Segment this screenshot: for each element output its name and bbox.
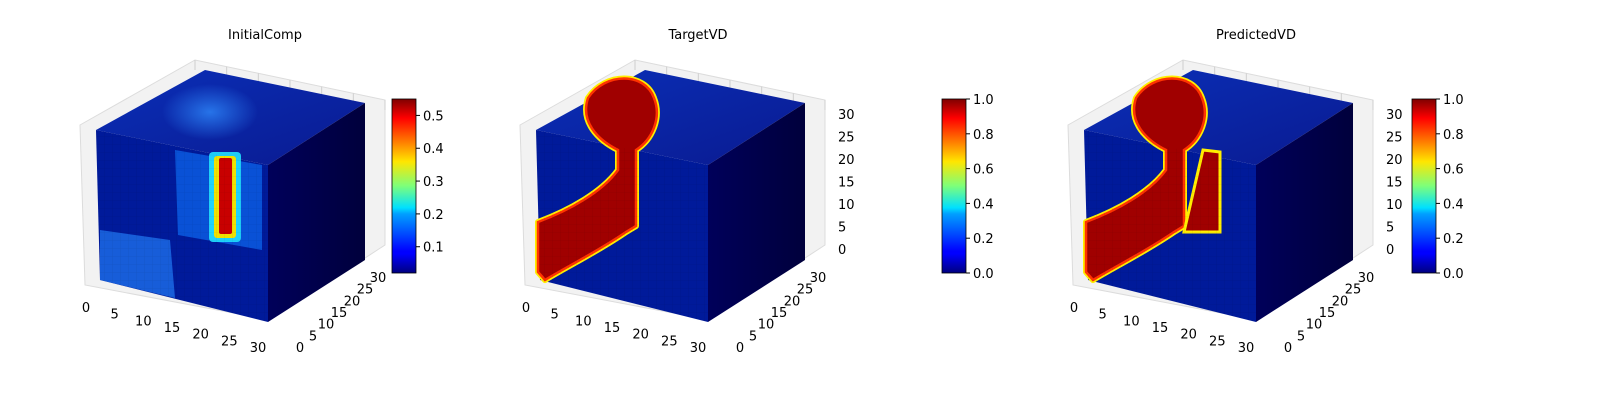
colorbar-tick-label: 0.5 (423, 109, 444, 124)
cube-side-face (268, 103, 365, 322)
x-tick-label: 0 (522, 301, 530, 316)
colorbar (941, 98, 967, 274)
x-tick-label: 25 (221, 334, 238, 349)
voxel-grid (96, 130, 268, 322)
colorbar-tick-label: 0.1 (423, 241, 444, 256)
colorbar-tick-label: 0.2 (973, 232, 994, 247)
x-tick-label: 0 (82, 301, 90, 316)
x-tick-label: 5 (551, 308, 559, 323)
y-tick-label: 30 (810, 271, 827, 286)
colorbar-tick-label: 0.8 (973, 128, 994, 143)
z-tick-label: 10 (1386, 198, 1403, 213)
y-tick-label: 15 (331, 306, 348, 321)
colorbar (391, 98, 417, 274)
chart-title: PredictedVD (1216, 28, 1296, 43)
z-tick-label: 5 (1386, 221, 1394, 236)
y-tick-label: 5 (309, 329, 317, 344)
chart-title: InitialComp (228, 28, 302, 43)
y-tick-label: 25 (357, 283, 374, 298)
x-tick-label: 25 (661, 334, 678, 349)
z-tick-label: 30 (838, 108, 855, 123)
y-tick-label: 15 (1319, 306, 1336, 321)
z-tick-label: 10 (838, 198, 855, 213)
z-tick-label: 5 (838, 221, 846, 236)
z-tick-label: 30 (1386, 108, 1403, 123)
x-tick-label: 10 (1123, 314, 1140, 329)
x-tick-label: 0 (1070, 301, 1078, 316)
x-tick-label: 20 (1180, 328, 1197, 343)
y-tick-label: 25 (1345, 283, 1362, 298)
x-tick-label: 30 (250, 341, 267, 356)
y-tick-label: 10 (758, 318, 775, 333)
y-tick-label: 10 (318, 318, 335, 333)
colorbar-tick-label: 0.0 (1443, 267, 1464, 282)
x-tick-label: 5 (1099, 308, 1107, 323)
x-tick-label: 15 (604, 321, 621, 336)
cube-side-face (1256, 103, 1353, 322)
y-tick-label: 20 (1332, 294, 1349, 309)
x-tick-label: 25 (1209, 334, 1226, 349)
x-tick-label: 15 (164, 321, 181, 336)
colorbar-tick-label: 0.0 (973, 267, 994, 282)
colorbar-tick-label: 0.4 (973, 197, 994, 212)
chart-panel-1 (96, 70, 365, 322)
colorbar-tick-label: 0.6 (1443, 163, 1464, 178)
colorbar-tick-label: 0.4 (1443, 197, 1464, 212)
y-tick-label: 15 (771, 306, 788, 321)
top-blob (162, 84, 258, 140)
z-tick-label: 25 (1386, 131, 1403, 146)
y-tick-label: 0 (1284, 341, 1292, 356)
colorbar-tick-label: 0.2 (423, 208, 444, 223)
chart-panel-2 (535, 70, 805, 322)
cube-side-face (708, 103, 805, 322)
colorbar-tick-label: 0.6 (973, 163, 994, 178)
x-tick-label: 5 (111, 308, 119, 323)
y-tick-label: 20 (344, 294, 361, 309)
x-tick-label: 10 (575, 314, 592, 329)
chart-title: TargetVD (667, 28, 727, 43)
x-tick-label: 30 (1238, 341, 1255, 356)
colorbar-tick-label: 1.0 (973, 93, 994, 108)
z-tick-label: 0 (1386, 243, 1394, 258)
y-tick-label: 0 (296, 341, 304, 356)
x-tick-label: 30 (690, 341, 707, 356)
x-tick-label: 20 (632, 328, 649, 343)
z-tick-label: 0 (838, 243, 846, 258)
z-tick-label: 25 (838, 131, 855, 146)
z-tick-label: 20 (838, 153, 855, 168)
z-tick-label: 15 (838, 176, 855, 191)
y-tick-label: 0 (736, 341, 744, 356)
y-tick-label: 25 (797, 283, 814, 298)
colorbar-tick-label: 0.4 (423, 142, 444, 157)
voxel-grid (1084, 130, 1256, 322)
y-tick-label: 5 (1297, 329, 1305, 344)
z-tick-label: 15 (1386, 176, 1403, 191)
colorbar-tick-label: 0.3 (423, 175, 444, 190)
y-tick-label: 10 (1306, 318, 1323, 333)
y-tick-label: 20 (784, 294, 801, 309)
x-tick-label: 10 (135, 314, 152, 329)
y-tick-label: 30 (370, 271, 387, 286)
colorbar (1411, 98, 1437, 274)
y-tick-label: 5 (749, 329, 757, 344)
colorbar-tick-label: 0.2 (1443, 232, 1464, 247)
z-tick-label: 20 (1386, 153, 1403, 168)
y-tick-label: 30 (1358, 271, 1375, 286)
chart-panel-3 (1083, 70, 1353, 322)
colorbar-tick-label: 1.0 (1443, 93, 1464, 108)
x-tick-label: 20 (192, 328, 209, 343)
colorbar-tick-label: 0.8 (1443, 128, 1464, 143)
x-tick-label: 15 (1152, 321, 1169, 336)
voxel-grid (536, 130, 708, 322)
